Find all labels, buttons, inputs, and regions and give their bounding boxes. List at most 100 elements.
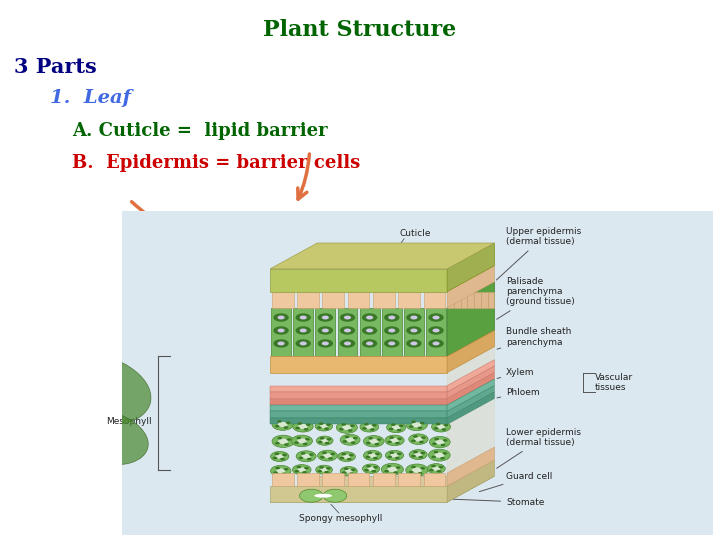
Polygon shape <box>270 418 447 424</box>
Circle shape <box>343 440 347 443</box>
Polygon shape <box>447 282 495 356</box>
Circle shape <box>315 421 333 431</box>
Circle shape <box>387 441 392 443</box>
Text: Stomate: Stomate <box>450 498 544 507</box>
Circle shape <box>373 457 378 460</box>
Circle shape <box>418 472 423 475</box>
Circle shape <box>384 339 400 348</box>
Circle shape <box>324 471 329 474</box>
Circle shape <box>348 429 352 432</box>
Circle shape <box>375 453 379 455</box>
Circle shape <box>367 451 372 454</box>
Circle shape <box>387 467 397 472</box>
Polygon shape <box>447 243 495 292</box>
Polygon shape <box>271 308 291 356</box>
Circle shape <box>431 456 436 458</box>
Polygon shape <box>447 366 495 399</box>
Circle shape <box>370 428 374 431</box>
Circle shape <box>322 341 329 346</box>
Circle shape <box>418 427 422 429</box>
Polygon shape <box>461 292 467 308</box>
Circle shape <box>397 429 402 431</box>
Circle shape <box>275 467 280 469</box>
Circle shape <box>406 313 422 322</box>
Circle shape <box>428 449 450 461</box>
Circle shape <box>411 455 416 457</box>
Circle shape <box>322 328 329 333</box>
Circle shape <box>406 326 422 335</box>
Circle shape <box>433 341 440 346</box>
Circle shape <box>340 457 344 460</box>
Circle shape <box>344 315 351 320</box>
Circle shape <box>412 422 421 428</box>
Circle shape <box>435 440 444 444</box>
Text: Plant Structure: Plant Structure <box>264 19 456 41</box>
Circle shape <box>428 339 444 348</box>
Circle shape <box>413 451 418 453</box>
Circle shape <box>277 420 282 423</box>
Circle shape <box>406 419 428 431</box>
Polygon shape <box>398 292 420 308</box>
Circle shape <box>325 442 330 444</box>
Circle shape <box>275 442 280 444</box>
Circle shape <box>309 453 314 456</box>
Circle shape <box>284 443 289 446</box>
Polygon shape <box>323 473 344 486</box>
Circle shape <box>434 438 439 441</box>
Circle shape <box>318 441 323 443</box>
Circle shape <box>295 339 311 348</box>
Circle shape <box>284 468 289 470</box>
Circle shape <box>300 328 307 333</box>
Polygon shape <box>348 292 369 308</box>
Circle shape <box>273 457 277 459</box>
Circle shape <box>315 465 333 474</box>
Circle shape <box>272 418 293 430</box>
Circle shape <box>360 422 379 432</box>
Text: A. Cuticle =  lipid barrier: A. Cuticle = lipid barrier <box>72 122 328 139</box>
Circle shape <box>429 469 433 471</box>
Circle shape <box>411 465 416 468</box>
Circle shape <box>320 456 325 458</box>
Text: Vascular
tissues: Vascular tissues <box>595 373 633 392</box>
Text: Cuticle: Cuticle <box>400 229 431 238</box>
Polygon shape <box>382 308 402 356</box>
Circle shape <box>297 438 307 443</box>
Circle shape <box>387 422 406 433</box>
Polygon shape <box>338 308 357 356</box>
Circle shape <box>420 467 425 470</box>
Polygon shape <box>315 308 336 356</box>
Polygon shape <box>323 292 344 308</box>
Circle shape <box>323 489 347 502</box>
Polygon shape <box>481 292 487 308</box>
Circle shape <box>282 472 286 475</box>
Circle shape <box>295 313 311 322</box>
Text: Palisade
parenchyma
(ground tissue): Palisade parenchyma (ground tissue) <box>497 276 575 319</box>
Polygon shape <box>373 292 395 308</box>
Circle shape <box>382 463 403 475</box>
Circle shape <box>282 454 287 456</box>
Circle shape <box>369 438 379 444</box>
Text: 3 Parts: 3 Parts <box>14 57 97 77</box>
Polygon shape <box>293 308 313 356</box>
Circle shape <box>297 468 306 472</box>
Circle shape <box>348 454 354 456</box>
Circle shape <box>318 339 333 348</box>
Circle shape <box>273 471 278 474</box>
Circle shape <box>385 450 404 461</box>
Circle shape <box>345 436 349 438</box>
Circle shape <box>388 341 395 346</box>
Polygon shape <box>270 405 447 411</box>
Circle shape <box>351 441 356 444</box>
Circle shape <box>410 315 418 320</box>
Circle shape <box>320 424 328 428</box>
Circle shape <box>428 326 444 335</box>
Circle shape <box>295 326 311 335</box>
Circle shape <box>409 434 428 444</box>
Circle shape <box>306 423 310 426</box>
Circle shape <box>321 438 328 443</box>
Circle shape <box>437 424 445 429</box>
Circle shape <box>390 436 394 439</box>
Circle shape <box>396 466 400 469</box>
Polygon shape <box>297 473 319 486</box>
Circle shape <box>305 438 310 441</box>
